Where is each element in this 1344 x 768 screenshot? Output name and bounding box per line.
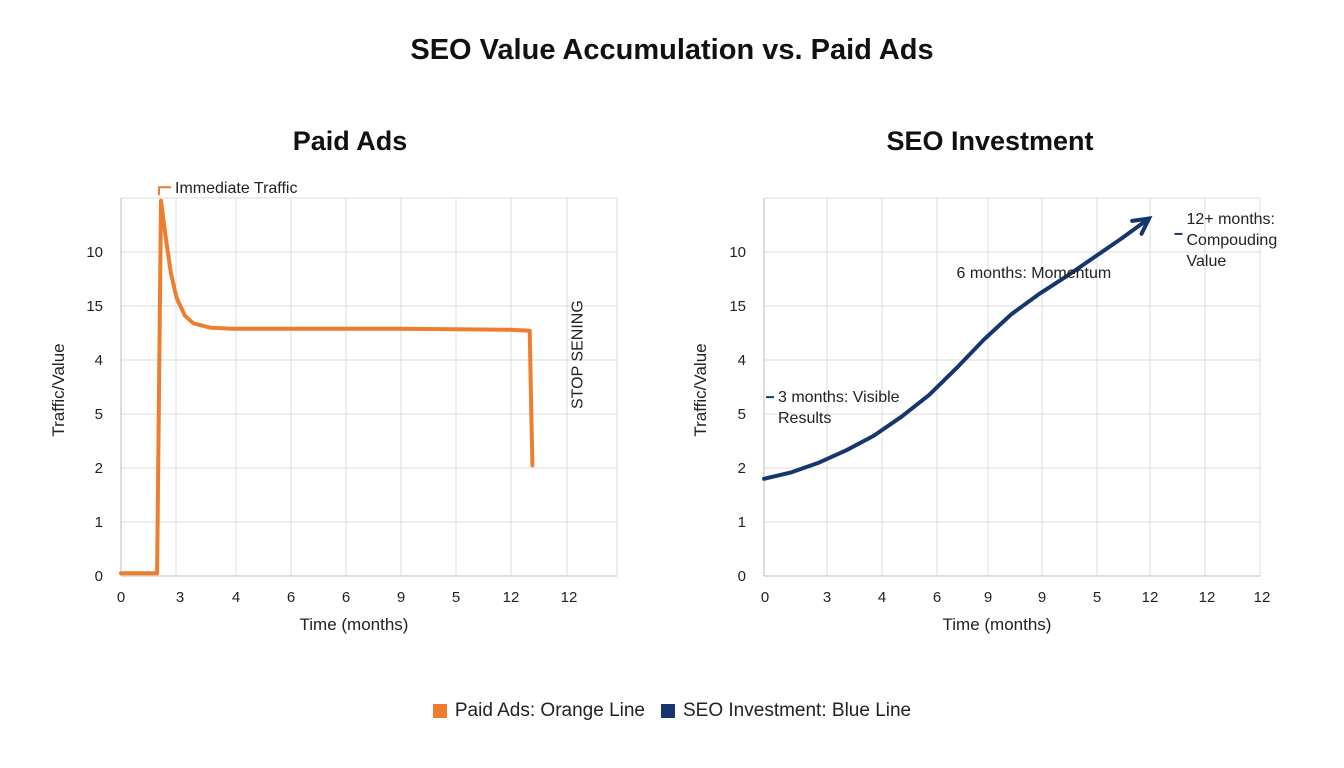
legend-swatch-blue xyxy=(661,704,675,718)
seo-x-tick-label: 12 xyxy=(1254,589,1271,606)
seo-x-tick-label: 0 xyxy=(761,589,769,606)
seo-x-tick-label: 12 xyxy=(1142,589,1159,606)
paid-ads-x-tick-label: 6 xyxy=(287,589,295,606)
legend-item-seo: SEO Investment: Blue Line xyxy=(661,700,911,722)
seo-x-tick-label: 6 xyxy=(933,589,941,606)
seo-x-tick-label: 3 xyxy=(823,589,831,606)
stop-spending-annotation: STOP SENING xyxy=(569,300,586,409)
annotation-line: Value xyxy=(1187,253,1227,270)
legend-swatch-orange xyxy=(432,704,447,718)
paid-ads-x-tick-label: 5 xyxy=(452,589,460,606)
annotation-line: Results xyxy=(778,410,831,427)
paid-ads-x-tick-label: 12 xyxy=(561,589,578,606)
paid-ads-y-tick-label: 15 xyxy=(86,298,103,315)
seo-y-axis-label: Traffic/Value xyxy=(691,343,710,436)
seo-annotation: 3 months: Visible Results xyxy=(778,389,900,427)
seo-series-line xyxy=(762,216,1151,481)
seo-x-tick-label: 9 xyxy=(1038,589,1046,606)
immediate-traffic-callout-line xyxy=(158,186,172,196)
paid-ads-chart-title: Paid Ads xyxy=(293,126,408,156)
paid-ads-y-tick-label: 10 xyxy=(86,244,103,261)
paid-ads-y-tick-label: 2 xyxy=(95,460,103,477)
legend-item-paid-ads: Paid Ads: Orange Line xyxy=(432,700,645,722)
paid-ads-y-tick-label: 5 xyxy=(95,406,103,423)
annotation-line: 3 months: Visible xyxy=(778,389,900,406)
paid-ads-series-line xyxy=(119,198,535,576)
seo-y-tick-label: 0 xyxy=(738,568,746,585)
seo-x-tick-label: 4 xyxy=(878,589,886,606)
seo-x-axis-label: Time (months) xyxy=(943,615,1052,634)
immediate-traffic-annotation: Immediate Traffic xyxy=(175,180,297,197)
seo-x-tick-label: 9 xyxy=(984,589,992,606)
seo-x-tick-label: 5 xyxy=(1093,589,1101,606)
paid-ads-y-tick-label: 1 xyxy=(95,514,103,531)
seo-y-tick-label: 15 xyxy=(729,298,746,315)
paid-ads-x-tick-label: 0 xyxy=(117,589,125,606)
paid-ads-x-tick-label: 6 xyxy=(342,589,350,606)
seo-annotation: 6 months: Momentum xyxy=(957,265,1112,282)
paid-ads-x-tick-label: 9 xyxy=(397,589,405,606)
annotation-line: 12+ months: xyxy=(1187,211,1276,228)
paid-ads-x-tick-label: 3 xyxy=(176,589,184,606)
page-title: SEO Value Accumulation vs. Paid Ads xyxy=(410,34,934,66)
legend-label-paid-ads: Paid Ads: Orange Line xyxy=(454,700,645,721)
paid-ads-y-tick-label: 0 xyxy=(95,568,103,585)
paid-ads-x-tick-label: 4 xyxy=(232,589,240,606)
seo-arrowhead xyxy=(1130,216,1153,236)
seo-x-tick-label: 12 xyxy=(1199,589,1216,606)
legend: Paid Ads: Orange Line SEO Investment: Bl… xyxy=(0,700,1344,722)
seo-y-tick-label: 4 xyxy=(738,352,746,369)
legend-label-seo: SEO Investment: Blue Line xyxy=(683,700,912,721)
seo-chart-title: SEO Investment xyxy=(886,126,1093,156)
paid-ads-x-tick-label: 12 xyxy=(503,589,520,606)
seo-y-tick-label: 10 xyxy=(729,244,746,261)
paid-ads-y-axis-label: Traffic/Value xyxy=(49,343,68,436)
annotation-line: Compouding xyxy=(1187,232,1278,249)
paid-ads-y-tick-label: 4 xyxy=(95,352,103,369)
seo-y-tick-label: 1 xyxy=(738,514,746,531)
annotation-line: 6 months: Momentum xyxy=(957,265,1112,282)
seo-y-tick-label: 5 xyxy=(738,406,746,423)
paid-ads-x-axis-label: Time (months) xyxy=(300,615,409,634)
seo-annotation: 12+ months: Compouding Value xyxy=(1187,211,1278,270)
seo-y-tick-label: 2 xyxy=(738,460,746,477)
